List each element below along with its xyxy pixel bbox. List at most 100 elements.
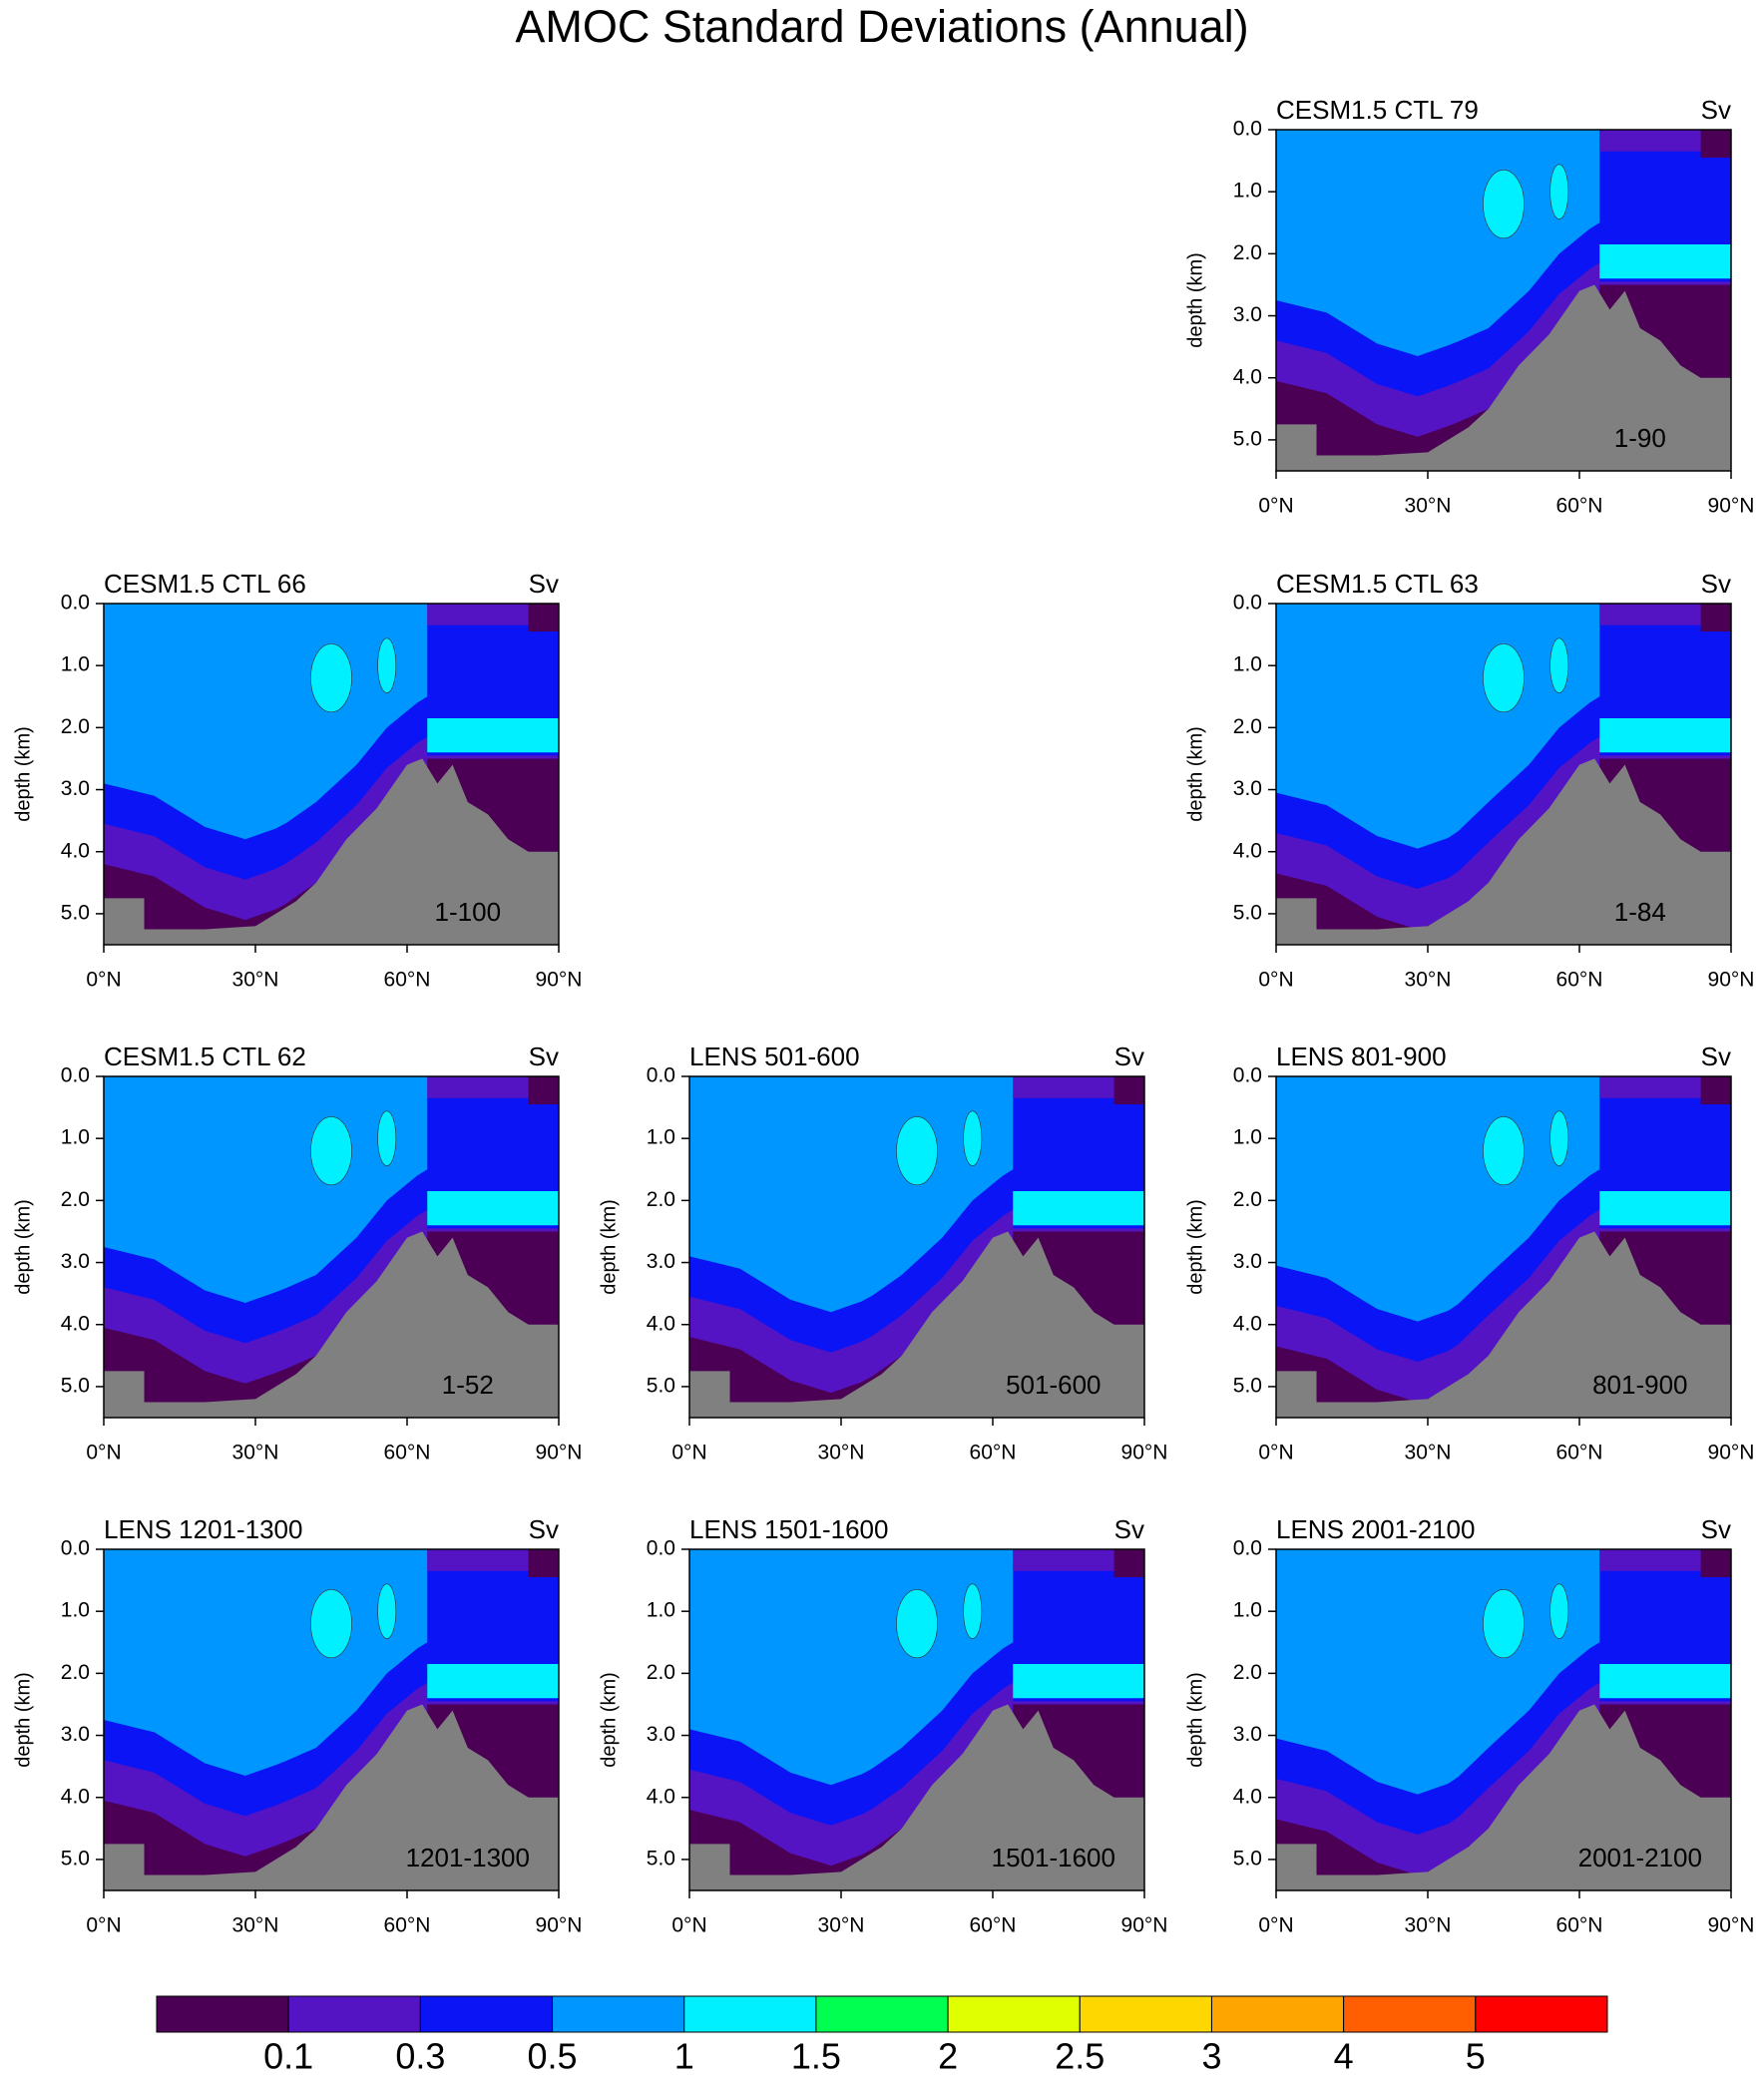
contour-fill [1599, 1076, 1731, 1098]
y-tick-label: 0.0 [61, 1537, 90, 1560]
plot-frame [103, 603, 560, 946]
panel-annotation: 1501-1600 [992, 1843, 1115, 1873]
colorbar-label: 3 [1201, 2036, 1221, 2077]
plot-frame [688, 1075, 1145, 1419]
topography [689, 1704, 1144, 1890]
y-tick-label: 5.0 [61, 1847, 90, 1870]
y-tick-label: 1.0 [1233, 1599, 1262, 1622]
plot-frame [103, 1075, 560, 1419]
contour-fill [1549, 1110, 1569, 1166]
x-tick-label: 60°N [384, 1914, 431, 1937]
y-axis-label: depth (km) [1184, 1199, 1206, 1295]
contour-fill [1483, 1116, 1525, 1186]
panel-units: Sv [1701, 95, 1731, 125]
y-tick-label: 4.0 [1233, 839, 1262, 862]
y-tick-label: 4.0 [61, 1312, 90, 1335]
panel-title: LENS 801-900 [1276, 1042, 1447, 1071]
contour-fill [310, 1589, 352, 1659]
y-tick-label: 1.0 [647, 1126, 675, 1149]
panel-annotation: 1-84 [1614, 897, 1666, 927]
y-axis-label: depth (km) [1184, 726, 1206, 822]
x-tick-label: 30°N [1405, 495, 1452, 518]
y-tick-label: 0.0 [1233, 118, 1262, 141]
contour-fill [1113, 1549, 1144, 1577]
contour-fill [963, 1110, 983, 1166]
y-tick-label: 5.0 [1233, 901, 1262, 924]
panel-units: Sv [529, 569, 559, 599]
y-axis-label: depth (km) [12, 1672, 34, 1768]
contour-field [1276, 604, 1731, 945]
panel-annotation: 1-100 [435, 897, 502, 927]
colorbar-label: 1 [674, 2036, 694, 2077]
y-tick-label: 3.0 [1233, 303, 1262, 326]
topography [104, 1231, 559, 1418]
y-tick-label: 0.0 [1233, 1064, 1262, 1087]
panel-title: CESM1.5 CTL 62 [104, 1042, 306, 1071]
y-tick-label: 1.0 [61, 653, 90, 676]
panel: 0.0 1.0 2.0 3.0 4.0 5.0 0°N 30°N 60°N 90°N LENS 20… [1184, 1514, 1754, 1937]
y-tick-label: 3.0 [1233, 777, 1262, 800]
colorbar-label: 0.1 [263, 2036, 313, 2077]
y-tick-label: 2.0 [61, 1661, 90, 1684]
colorbar-label: 0.5 [528, 2036, 578, 2077]
y-tick-label: 0.0 [647, 1064, 675, 1087]
panel: 0.0 1.0 2.0 3.0 4.0 5.0 0°N 30°N 60°N 90°N CESM1.5… [12, 1042, 582, 1464]
x-tick-label: 0°N [86, 1442, 121, 1464]
contour-fill [427, 604, 559, 625]
y-tick-label: 4.0 [61, 1785, 90, 1808]
contour-fill [528, 1076, 559, 1104]
y-axis-label: depth (km) [598, 1672, 620, 1768]
contour-field [104, 1076, 559, 1418]
panel: 0.0 1.0 2.0 3.0 4.0 5.0 0°N 30°N 60°N 90°N CESM1.5… [1184, 569, 1754, 992]
panel-units: Sv [1701, 1042, 1731, 1071]
panel-units: Sv [529, 1042, 559, 1071]
topography [104, 1704, 559, 1890]
y-tick-label: 1.0 [61, 1126, 90, 1149]
x-tick-label: 90°N [536, 1442, 583, 1464]
x-tick-label: 30°N [818, 1442, 865, 1464]
x-tick-label: 0°N [86, 969, 121, 992]
y-tick-label: 3.0 [61, 1250, 90, 1273]
y-tick-label: 0.0 [61, 592, 90, 615]
x-tick-label: 30°N [818, 1914, 865, 1937]
y-tick-label: 5.0 [61, 901, 90, 924]
y-tick-label: 2.0 [61, 715, 90, 738]
y-tick-label: 4.0 [647, 1785, 675, 1808]
contour-fill [1599, 244, 1731, 279]
contour-fill [528, 1549, 559, 1577]
contour-fill [963, 1583, 983, 1639]
x-tick-label: 60°N [1556, 1914, 1603, 1937]
x-tick-label: 90°N [1121, 1914, 1168, 1937]
y-tick-label: 2.0 [1233, 715, 1262, 738]
topography [1276, 1704, 1731, 1890]
y-tick-label: 2.0 [647, 1188, 675, 1211]
contour-fill [427, 1076, 559, 1098]
contour-fill [427, 718, 559, 753]
y-tick-label: 2.0 [1233, 1661, 1262, 1684]
colorbar-box [947, 1995, 1081, 2033]
x-tick-label: 30°N [1405, 1442, 1452, 1464]
contour-fill [1013, 1664, 1144, 1699]
x-tick-label: 0°N [671, 1442, 706, 1464]
x-tick-label: 30°N [232, 969, 279, 992]
x-tick-label: 60°N [970, 1442, 1017, 1464]
y-axis-label: depth (km) [1184, 1672, 1206, 1768]
x-tick-label: 0°N [1258, 1442, 1293, 1464]
contour-fill [1599, 130, 1731, 152]
x-tick-label: 60°N [384, 969, 431, 992]
x-tick-label: 60°N [1556, 969, 1603, 992]
panel-title: LENS 1501-1600 [689, 1514, 888, 1544]
contour-field [689, 1076, 1144, 1418]
contour-field [104, 604, 559, 945]
panel: 0.0 1.0 2.0 3.0 4.0 5.0 0°N 30°N 60°N 90°N LENS 80… [1184, 1042, 1754, 1464]
contour-fill [896, 1116, 938, 1186]
panel-title: LENS 2001-2100 [1276, 1514, 1475, 1544]
plot-frame [1275, 1548, 1732, 1891]
y-axis-label: depth (km) [12, 1199, 34, 1295]
colorbar-box [156, 1995, 289, 2033]
contour-fill [1549, 164, 1569, 219]
panel: 0.0 1.0 2.0 3.0 4.0 5.0 0°N 30°N 60°N 90°N LENS 15… [598, 1514, 1167, 1937]
y-tick-label: 1.0 [1233, 1126, 1262, 1149]
topography [104, 758, 559, 945]
